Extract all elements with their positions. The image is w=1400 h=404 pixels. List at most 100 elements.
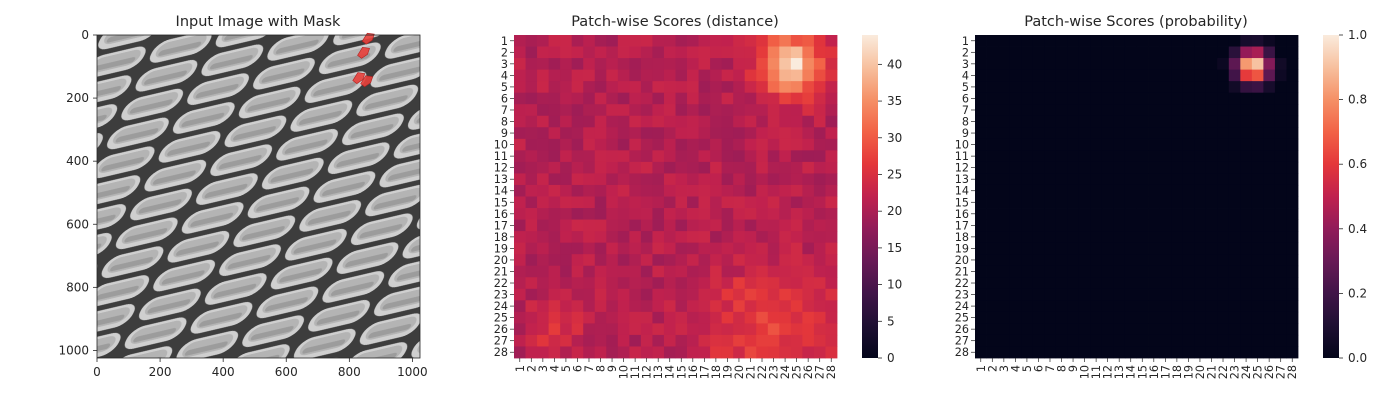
heatmap-cell	[583, 254, 596, 267]
heatmap-cell	[767, 138, 780, 151]
heatmap-cell	[1090, 35, 1103, 47]
row-tick-label: 2	[501, 46, 508, 59]
heatmap-cell	[802, 334, 815, 347]
row-tick-label: 14	[494, 185, 508, 198]
heatmap-cell	[1044, 219, 1057, 232]
heatmap-cell	[1159, 219, 1172, 232]
heatmap-cell	[1171, 184, 1184, 197]
heatmap-cell	[675, 115, 688, 128]
heatmap-cell	[1286, 288, 1299, 301]
heatmap-cell	[975, 208, 987, 220]
heatmap-cell	[514, 334, 526, 347]
heatmap-cell	[640, 69, 653, 82]
heatmap-cell	[548, 277, 561, 290]
heatmap-cell	[1286, 46, 1299, 59]
heatmap-cell	[560, 69, 573, 82]
row-tick-label: 18	[955, 231, 969, 244]
heatmap-cell	[721, 277, 734, 290]
heatmap-cell	[1251, 300, 1264, 313]
heatmap-cell	[1159, 58, 1172, 71]
heatmap-cell	[1009, 104, 1022, 117]
heatmap-cell	[1251, 242, 1264, 255]
row-tick-label: 18	[494, 231, 508, 244]
heatmap-cell	[1217, 58, 1230, 71]
heatmap-cell	[744, 161, 757, 174]
heatmap-cell	[687, 300, 699, 313]
heatmap-cell	[1274, 323, 1287, 336]
heatmap-cell	[1009, 323, 1022, 336]
heatmap-cell	[1055, 184, 1068, 197]
heatmap-cell	[1113, 69, 1126, 82]
heatmap-cell	[1032, 92, 1045, 105]
heatmap-cell	[583, 346, 596, 359]
heatmap-cell	[1263, 69, 1276, 82]
heatmap-cell	[548, 254, 561, 267]
heatmap-cell	[779, 219, 792, 232]
heatmap-cell	[779, 173, 792, 186]
heatmap-cell	[537, 150, 550, 163]
heatmap-cell	[525, 150, 538, 163]
heatmap-cell	[1194, 92, 1207, 105]
heatmap-cell	[1171, 265, 1184, 278]
heatmap-cell	[606, 115, 619, 128]
heatmap-cell	[1090, 161, 1103, 174]
heatmap-cell	[1251, 208, 1264, 220]
heatmap-cell	[825, 196, 838, 209]
heatmap-cell	[687, 138, 699, 151]
col-tick-label: 1	[975, 365, 988, 372]
heatmap-cell	[1136, 288, 1149, 301]
heatmap-cell	[629, 150, 642, 163]
col-tick-label: 14	[664, 365, 677, 379]
heatmap-cell	[629, 334, 642, 347]
mesh-image	[97, 35, 420, 358]
heatmap-cell	[663, 231, 676, 244]
heatmap-cell	[1194, 196, 1207, 209]
col-tick-label: 9	[606, 365, 619, 372]
heatmap-cell	[1032, 150, 1045, 163]
heatmap-cell	[721, 69, 734, 82]
heatmap-cell	[1217, 219, 1230, 232]
heatmap-cell	[1113, 242, 1126, 255]
row-tick-label: 25	[955, 312, 969, 325]
heatmap-cell	[687, 92, 699, 105]
heatmap-cell	[1101, 323, 1114, 336]
heatmap-cell	[825, 346, 838, 359]
heatmap-cell	[1032, 138, 1045, 151]
heatmap-cell	[1251, 58, 1264, 71]
heatmap-cell	[802, 92, 815, 105]
heatmap-cell	[1124, 288, 1137, 301]
heatmap-cell	[1182, 346, 1195, 359]
heatmap-cell	[1263, 323, 1276, 336]
heatmap-cell	[975, 346, 987, 359]
heatmap-cell	[687, 242, 699, 255]
heatmap-cell	[1009, 58, 1022, 71]
heatmap-cell	[560, 184, 573, 197]
heatmap-cell	[733, 115, 746, 128]
col-tick-label: 11	[1090, 365, 1103, 379]
heatmap-cell	[802, 254, 815, 267]
heatmap-cell	[756, 69, 769, 82]
heatmap-cell	[1240, 150, 1253, 163]
col-tick-label: 20	[1194, 365, 1207, 379]
heatmap-cell	[1101, 231, 1114, 244]
heatmap-cell	[1286, 300, 1299, 313]
heatmap-cell	[1194, 219, 1207, 232]
heatmap-cell	[710, 219, 723, 232]
heatmap-cell	[1021, 104, 1034, 117]
heatmap-cell	[698, 265, 711, 278]
heatmap-cell	[1274, 254, 1287, 267]
heatmap-cell	[1240, 161, 1253, 174]
heatmap-cell	[594, 104, 607, 117]
heatmap-cell	[663, 242, 676, 255]
row-tick-label: 21	[955, 265, 969, 278]
heatmap-cell	[1228, 69, 1241, 82]
heatmap-cell	[998, 81, 1011, 94]
heatmap-cell	[525, 346, 538, 359]
row-tick-label: 12	[955, 162, 969, 175]
heatmap-cell	[802, 35, 815, 47]
heatmap-cell	[790, 231, 803, 244]
heatmap-cell	[1021, 208, 1034, 220]
heatmap-cell	[721, 46, 734, 59]
heatmap-cell	[1124, 173, 1137, 186]
